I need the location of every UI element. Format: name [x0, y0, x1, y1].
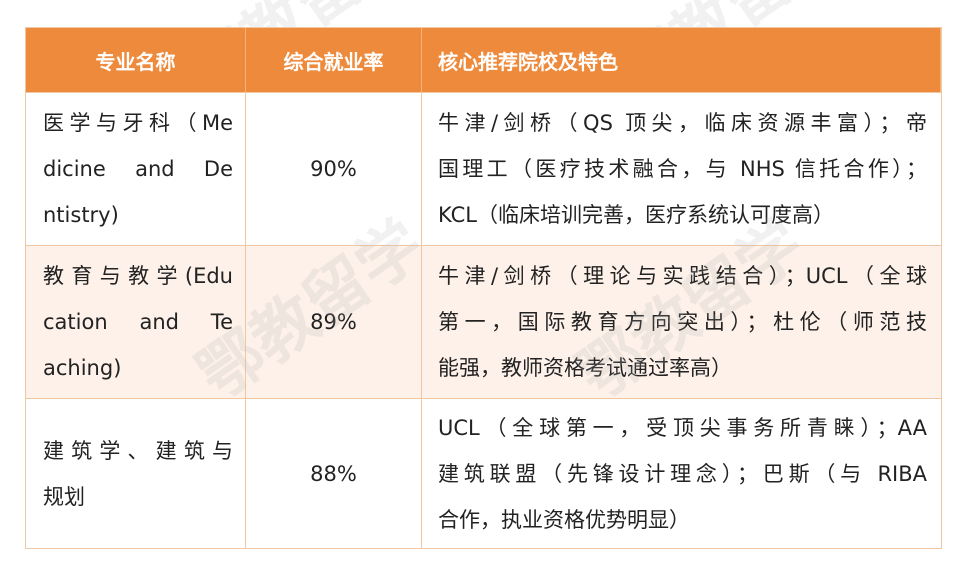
schools-line: 牛津/剑桥（QS 顶尖，临床资源丰富）；帝 [438, 111, 927, 135]
schools-line: 国理工（医疗技术融合，与 NHS 信托合作）； [438, 157, 927, 181]
major-line: 规划 [43, 484, 85, 509]
major-line: ntistry) [43, 203, 119, 227]
major-cell: 医学与牙科（Me dicine and De ntistry) [26, 93, 246, 245]
rate-cell: 89% [246, 246, 422, 398]
major-line: cation and Te [43, 310, 233, 334]
major-cell: 教育与教学(Edu cation and Te aching) [26, 246, 246, 398]
major-line: aching) [43, 356, 122, 380]
schools-line: 第一，国际教育方向突出）；杜伦（师范技 [438, 310, 927, 334]
employment-table: 专业名称 综合就业率 核心推荐院校及特色 医学与牙科（Me dicine and… [25, 27, 942, 549]
rate-cell: 88% [246, 399, 422, 548]
schools-cell: UCL（全球第一，受顶尖事务所青睐）；AA 建筑联盟（先锋设计理念）；巴斯（与 … [422, 399, 941, 548]
rate-value: 88% [310, 461, 357, 486]
major-line: 建筑学、建筑与 [43, 438, 233, 463]
major-cell: 建筑学、建筑与 规划 [26, 399, 246, 548]
header-schools: 核心推荐院校及特色 [422, 28, 941, 92]
schools-line: 牛津/剑桥（理论与实践结合）；UCL（全球 [438, 264, 927, 288]
rate-value: 89% [310, 310, 357, 334]
schools-line: 建筑联盟（先锋设计理念）；巴斯（与 RIBA [438, 461, 927, 486]
table-row: 建筑学、建筑与 规划 88% UCL（全球第一，受顶尖事务所青睐）；AA 建筑联… [26, 398, 941, 548]
header-rate: 综合就业率 [246, 28, 422, 92]
schools-line: 合作，执业资格优势明显） [438, 507, 690, 532]
schools-cell: 牛津/剑桥（QS 顶尖，临床资源丰富）；帝 国理工（医疗技术融合，与 NHS 信… [422, 93, 941, 245]
rate-value: 90% [310, 157, 357, 181]
major-line: 教育与教学(Edu [43, 264, 233, 288]
major-line: dicine and De [43, 157, 233, 181]
schools-line: KCL（临床培训完善，医疗系统认可度高） [438, 203, 834, 227]
table-row: 教育与教学(Edu cation and Te aching) 89% 牛津/剑… [26, 245, 941, 398]
header-major: 专业名称 [26, 28, 246, 92]
table-header: 专业名称 综合就业率 核心推荐院校及特色 [26, 28, 941, 92]
schools-line: UCL（全球第一，受顶尖事务所青睐）；AA [438, 415, 927, 440]
major-line: 医学与牙科（Me [43, 111, 233, 135]
table-row: 医学与牙科（Me dicine and De ntistry) 90% 牛津/剑… [26, 92, 941, 245]
schools-cell: 牛津/剑桥（理论与实践结合）；UCL（全球 第一，国际教育方向突出）；杜伦（师范… [422, 246, 941, 398]
schools-line: 能强，教师资格考试通过率高） [438, 356, 732, 380]
rate-cell: 90% [246, 93, 422, 245]
